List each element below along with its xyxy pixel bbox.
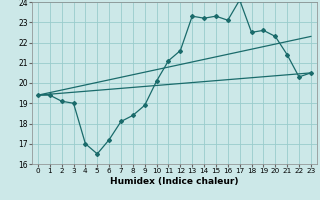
X-axis label: Humidex (Indice chaleur): Humidex (Indice chaleur) bbox=[110, 177, 239, 186]
